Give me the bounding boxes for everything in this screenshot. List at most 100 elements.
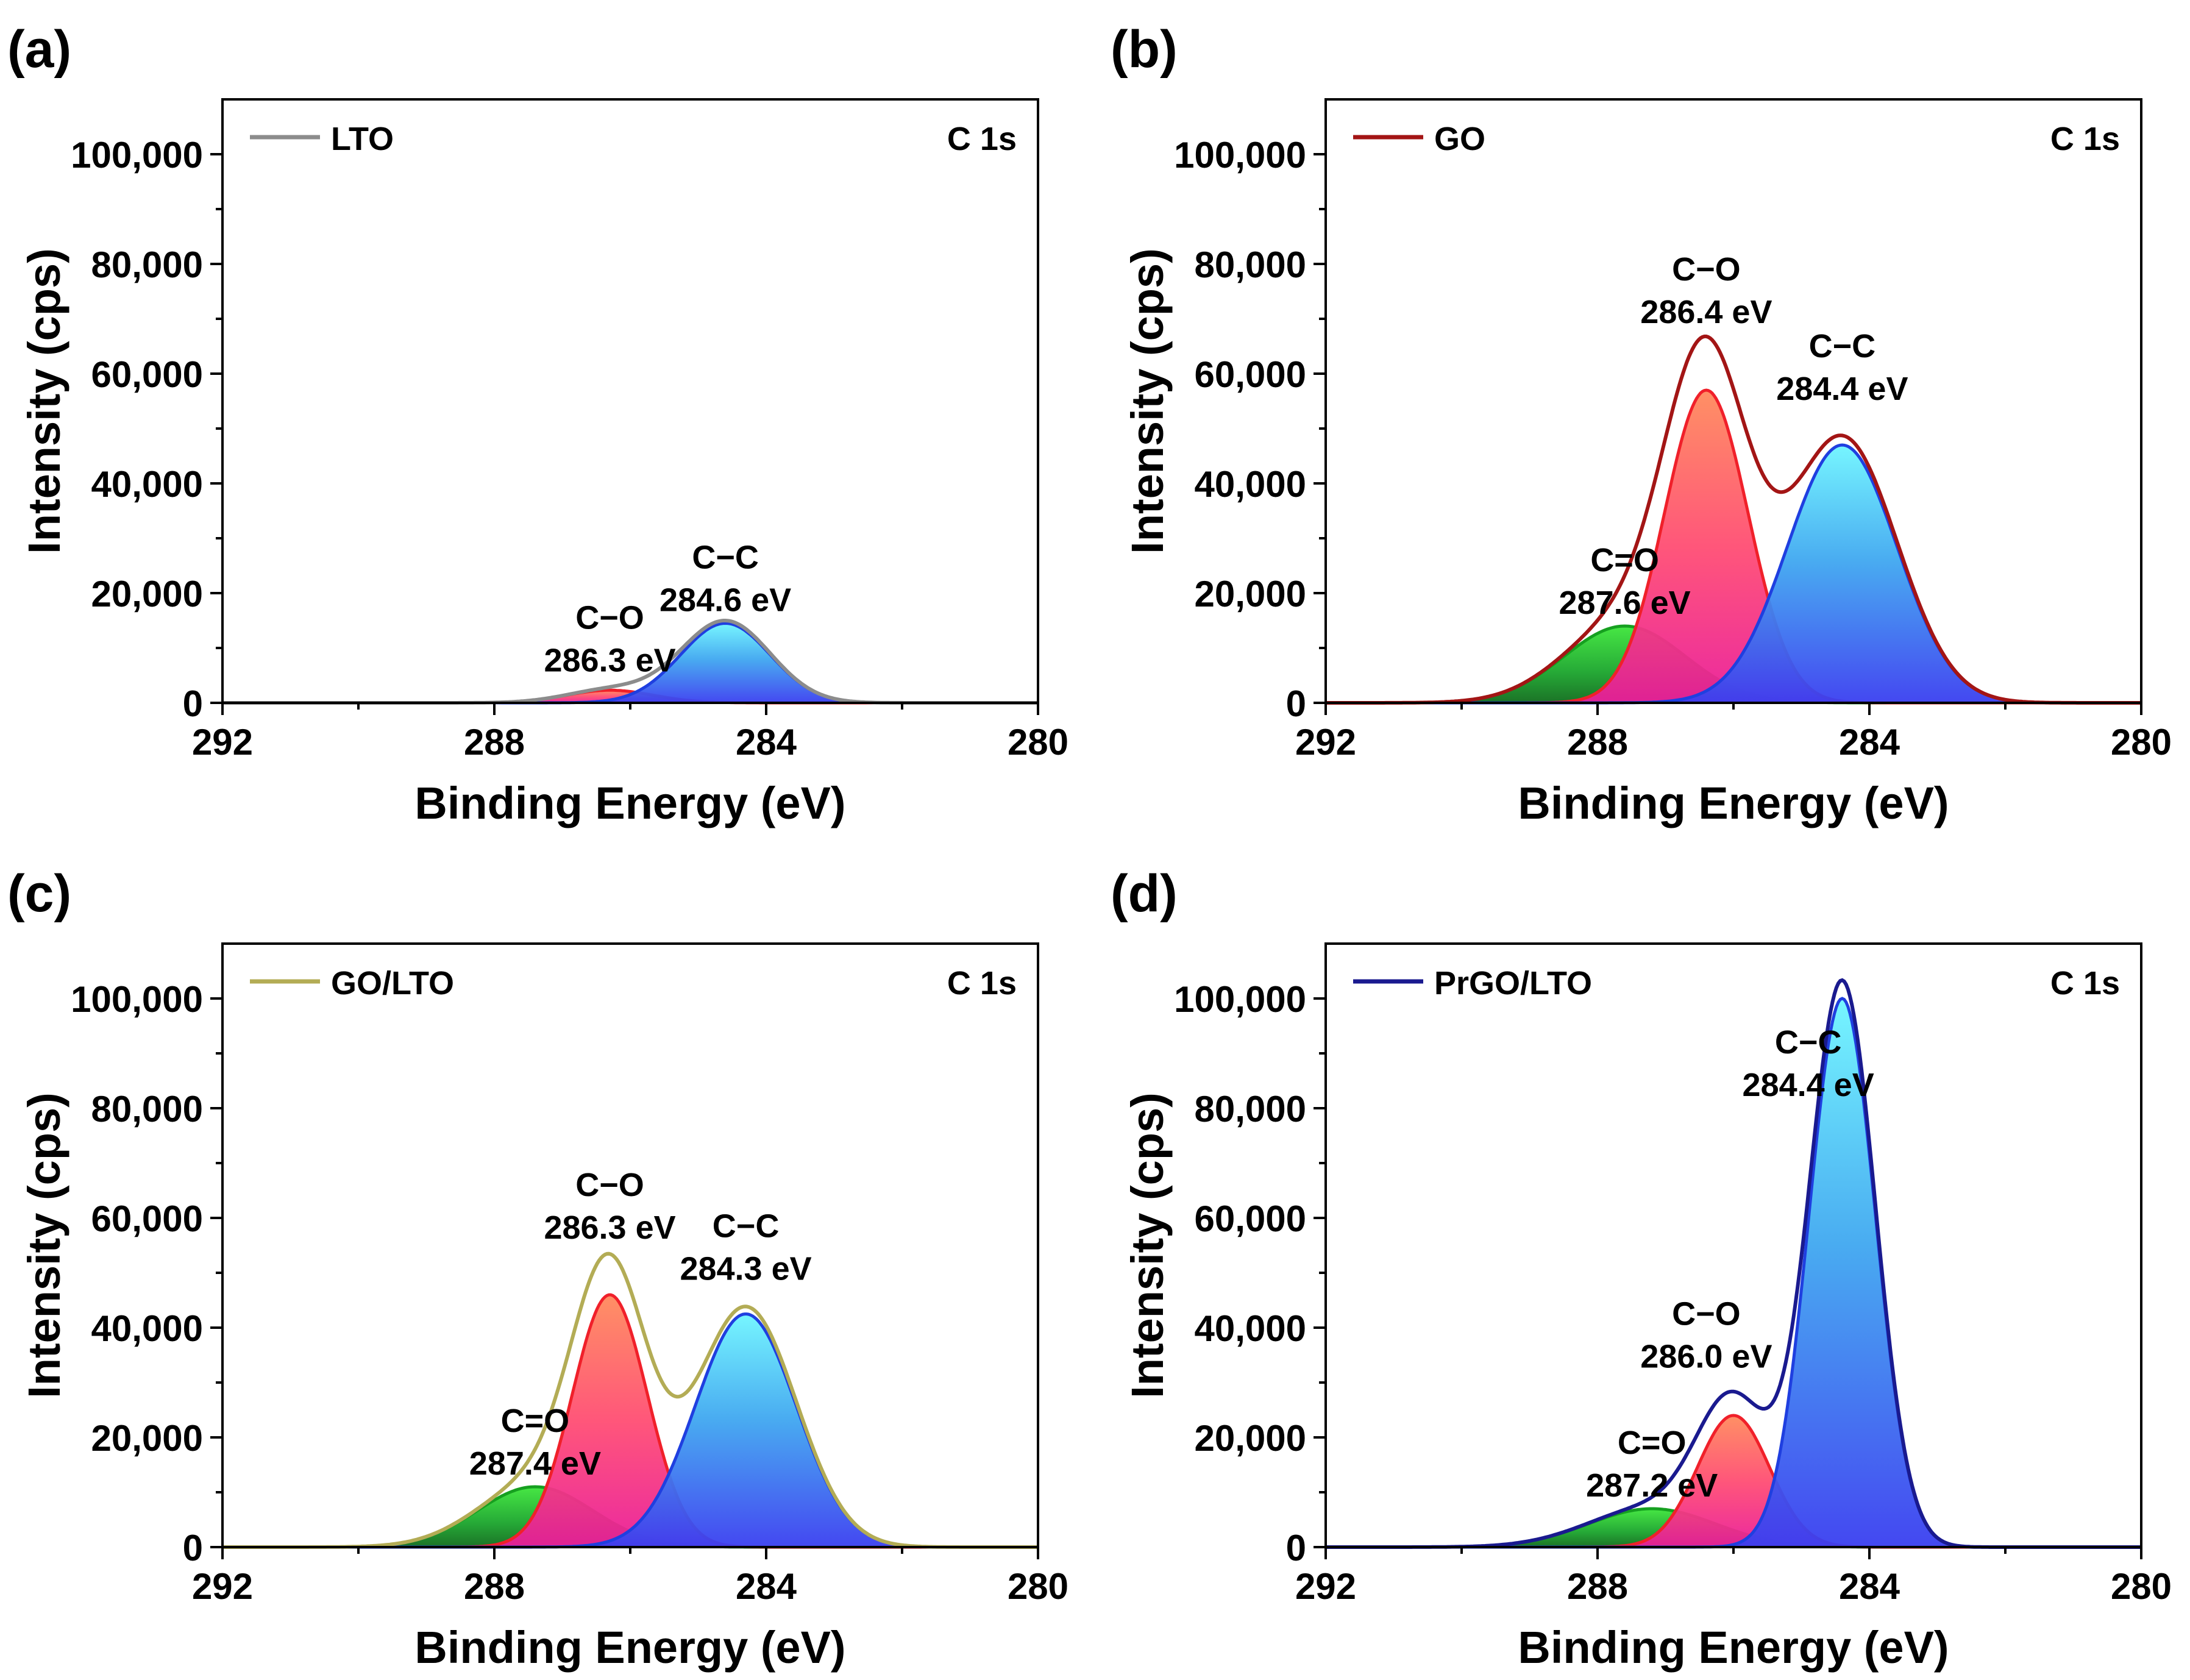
peak-energy-cc: 284.4 eV: [1776, 371, 1908, 407]
peak-area-co: [1326, 1415, 2141, 1547]
peak-energy-cc: 284.3 eV: [680, 1251, 811, 1287]
y-tick-label: 40,000: [91, 1308, 203, 1349]
y-tick-label: 80,000: [91, 244, 203, 285]
peak-energy-co: 286.0 eV: [1640, 1339, 1772, 1375]
legend-label: PrGO/LTO: [1434, 965, 1592, 1002]
x-tick-label: 288: [1567, 722, 1628, 763]
y-tick-label: 20,000: [91, 574, 203, 614]
core-level-label: C 1s: [2050, 965, 2120, 1002]
x-tick-label: 280: [2111, 1566, 2172, 1607]
peak-energy-cc: 284.4 eV: [1743, 1067, 1874, 1103]
peak-label-cc: C−C: [692, 539, 759, 576]
peak-label-co: C−O: [575, 1167, 644, 1203]
y-tick-label: 40,000: [1194, 1308, 1306, 1349]
y-axis: 0 20,000 40,000 60,000 80,000 100,000: [71, 135, 222, 724]
y-tick-label: 20,000: [1194, 574, 1306, 614]
peak-area-c2o: [1326, 626, 2141, 703]
y-axis-title: Intensity (cps): [19, 248, 69, 554]
panels-root: (a) 0 20,000 40,000 60,000 80,000 100,000 292 28…: [7, 20, 2172, 1673]
peak-label-c2o: C=O: [501, 1403, 570, 1439]
y-tick-label: 60,000: [91, 1198, 203, 1239]
component-peaks: [1326, 388, 2141, 705]
peak-label-c2o: C=O: [1618, 1425, 1687, 1461]
component-peaks: [222, 1293, 1038, 1549]
peak-area-co: [222, 1295, 1038, 1547]
peak-label-co: C−O: [1672, 1296, 1741, 1333]
panel-a: (a) 0 20,000 40,000 60,000 80,000 100,000 292 28…: [7, 20, 1068, 828]
panel-c: (c) 0 20,000 40,000 60,000 80,000 100,000 292 28…: [7, 864, 1068, 1673]
peak-area-co: [1326, 390, 2141, 703]
peak-energy-c2o: 287.4 eV: [469, 1445, 601, 1482]
x-axis: 292 288 284 280: [1295, 1547, 2172, 1607]
y-tick-label: 0: [183, 1528, 203, 1568]
y-tick-label: 80,000: [91, 1089, 203, 1130]
peak-label-co: C−O: [575, 600, 644, 636]
x-axis-title: Binding Energy (eV): [414, 1622, 845, 1673]
y-tick-label: 40,000: [91, 464, 203, 505]
envelope-line: [1326, 334, 2141, 705]
peak-label-cc: C−C: [713, 1208, 780, 1245]
legend-label: LTO: [331, 121, 394, 157]
x-axis-title: Binding Energy (eV): [1518, 778, 1949, 828]
panel-letter: (b): [1111, 20, 1178, 79]
x-tick-label: 288: [464, 1566, 525, 1607]
peak-label-cc: C−C: [1775, 1024, 1842, 1061]
y-tick-label: 100,000: [1174, 979, 1306, 1020]
x-axis-title: Binding Energy (eV): [414, 778, 845, 828]
panel-d: (d) 0 20,000 40,000 60,000 80,000 100,000 292 28…: [1111, 864, 2172, 1673]
panel-letter: (c): [7, 864, 71, 923]
y-tick-label: 80,000: [1194, 244, 1306, 285]
y-tick-label: 0: [183, 683, 203, 724]
peak-energy-co: 286.4 eV: [1640, 294, 1772, 330]
x-tick-label: 280: [1008, 1566, 1068, 1607]
x-tick-label: 284: [1839, 722, 1900, 763]
peak-energy-c2o: 287.6 eV: [1559, 585, 1691, 621]
x-tick-label: 292: [1295, 1566, 1356, 1607]
y-tick-label: 20,000: [1194, 1418, 1306, 1459]
y-axis-title: Intensity (cps): [1122, 248, 1173, 554]
y-tick-label: 40,000: [1194, 464, 1306, 505]
y-tick-label: 100,000: [71, 979, 203, 1020]
x-axis: 292 288 284 280: [1295, 703, 2172, 763]
x-tick-label: 284: [736, 1566, 797, 1607]
x-tick-label: 280: [1008, 722, 1068, 763]
x-axis: 292 288 284 280: [192, 1547, 1068, 1607]
panel-letter: (d): [1111, 864, 1178, 923]
peak-label-c2o: C=O: [1590, 542, 1659, 578]
y-tick-label: 0: [1286, 683, 1306, 724]
x-axis: 292 288 284 280: [192, 703, 1068, 763]
x-tick-label: 292: [192, 722, 253, 763]
y-tick-label: 60,000: [1194, 354, 1306, 395]
peak-energy-co: 286.3 eV: [544, 1209, 675, 1246]
legend-label: GO/LTO: [331, 965, 454, 1002]
peak-label-cc: C−C: [1809, 328, 1876, 365]
core-level-label: C 1s: [947, 121, 1017, 157]
y-axis: 0 20,000 40,000 60,000 80,000 100,000: [1174, 135, 1326, 724]
panel-b: (b) 0 20,000 40,000 60,000 80,000 100,000 292 28…: [1111, 20, 2172, 828]
y-tick-label: 0: [1286, 1528, 1306, 1568]
y-tick-label: 100,000: [1174, 135, 1306, 176]
y-axis: 0 20,000 40,000 60,000 80,000 100,000: [1174, 979, 1326, 1568]
y-axis: 0 20,000 40,000 60,000 80,000 100,000: [71, 979, 222, 1568]
x-tick-label: 292: [192, 1566, 253, 1607]
x-tick-label: 288: [464, 722, 525, 763]
x-tick-label: 292: [1295, 722, 1356, 763]
y-tick-label: 20,000: [91, 1418, 203, 1459]
y-axis-title: Intensity (cps): [1122, 1092, 1173, 1398]
y-tick-label: 100,000: [71, 135, 203, 176]
y-tick-label: 60,000: [1194, 1198, 1306, 1239]
component-peaks: [1326, 997, 2141, 1549]
panel-letter: (a): [7, 20, 71, 79]
peak-energy-co: 286.3 eV: [544, 642, 675, 679]
x-axis-title: Binding Energy (eV): [1518, 1622, 1949, 1673]
core-level-label: C 1s: [2050, 121, 2120, 157]
y-axis-title: Intensity (cps): [19, 1092, 69, 1398]
x-tick-label: 284: [736, 722, 797, 763]
peak-label-co: C−O: [1672, 251, 1741, 288]
legend-label: GO: [1434, 121, 1485, 157]
peak-energy-cc: 284.6 eV: [659, 582, 791, 619]
y-tick-label: 80,000: [1194, 1089, 1306, 1130]
y-tick-label: 60,000: [91, 354, 203, 395]
x-tick-label: 288: [1567, 1566, 1628, 1607]
